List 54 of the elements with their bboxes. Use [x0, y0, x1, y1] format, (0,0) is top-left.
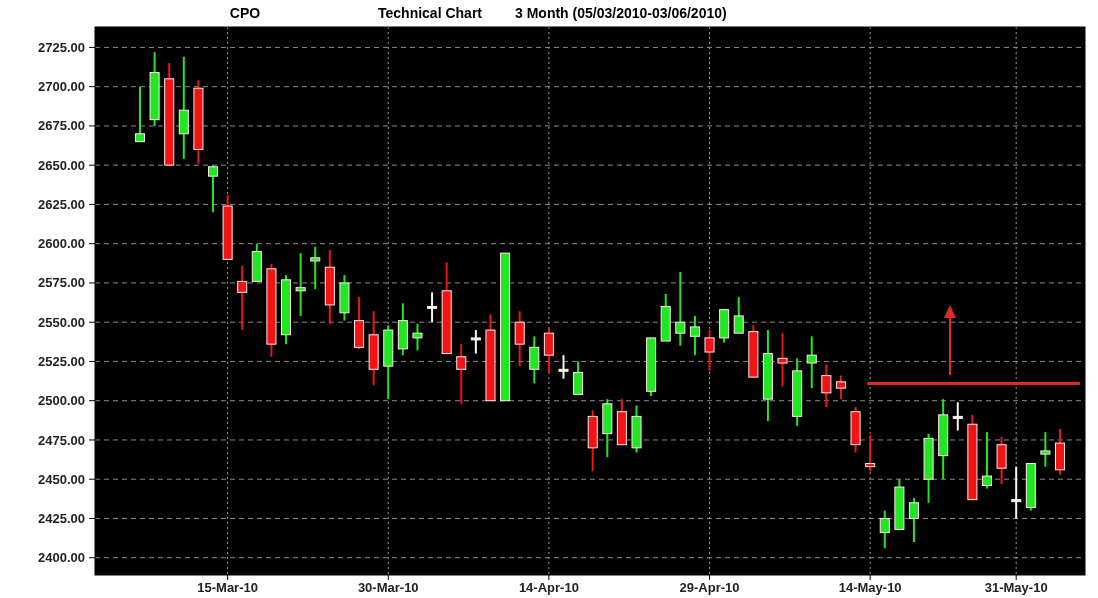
candlestick [529, 335, 540, 385]
candlestick [675, 270, 686, 347]
candlestick [865, 434, 876, 473]
x-tick-label: 15-Mar-10 [197, 580, 258, 595]
candlestick [733, 296, 744, 335]
candlestick [412, 322, 423, 352]
candlestick [821, 363, 832, 408]
candlestick [310, 245, 321, 291]
candlestick [806, 335, 817, 390]
x-tick-label: 30-Mar-10 [357, 580, 419, 595]
candlestick [573, 360, 584, 396]
y-tick-label: 2525.00 [38, 354, 85, 369]
y-tick-label: 2650.00 [38, 157, 85, 173]
candlestick [427, 291, 438, 324]
x-tick-label: 31-May-10 [984, 580, 1048, 595]
candlestick [456, 343, 467, 405]
chart-title: CPO [229, 5, 261, 21]
candlestick [835, 374, 846, 401]
candlestick [470, 329, 481, 355]
candlestick [543, 327, 554, 374]
candlestick [514, 310, 525, 368]
candlestick [981, 431, 993, 490]
y-tick-label: 2550.00 [38, 314, 85, 330]
candlestick [908, 497, 919, 544]
text: 3 Month (05/03/2010-03/06/2010) [515, 5, 727, 21]
x-tick-label: 14-Apr-10 [518, 580, 579, 595]
candlestick [134, 85, 146, 143]
y-tick-label: 2425.00 [38, 511, 85, 527]
y-tick-label: 2575.00 [38, 275, 85, 291]
candlestick [1011, 465, 1022, 520]
candlestick [777, 332, 788, 388]
y-tick-label: 2450.00 [38, 471, 85, 487]
candlestick [879, 509, 890, 550]
candlestick [558, 354, 569, 380]
candlestick [952, 401, 963, 432]
y-tick-label: 2600.00 [38, 236, 85, 252]
candlestick [178, 55, 189, 160]
x-tick-label: 29-Apr-10 [679, 580, 740, 595]
y-tick-label: 2625.00 [38, 196, 85, 212]
candlestick [689, 314, 700, 357]
candlestick [1040, 431, 1051, 468]
candlestick [207, 164, 219, 214]
y-tick-label: 2675.00 [38, 118, 85, 134]
candlestick [295, 252, 306, 317]
candlestick [996, 435, 1007, 485]
candlestick [237, 264, 248, 332]
y-tick-label: 2475.00 [38, 432, 85, 448]
y-tick-label: 2400.00 [38, 550, 85, 566]
chart-subtitle: Technical Chart [378, 5, 483, 21]
candlestick [704, 329, 715, 372]
y-tick-label: 2725.00 [38, 39, 85, 55]
x-tick-label: 14-May-10 [838, 580, 902, 595]
y-tick-label: 2500.00 [38, 393, 85, 409]
y-tick-label: 2700.00 [38, 79, 85, 95]
